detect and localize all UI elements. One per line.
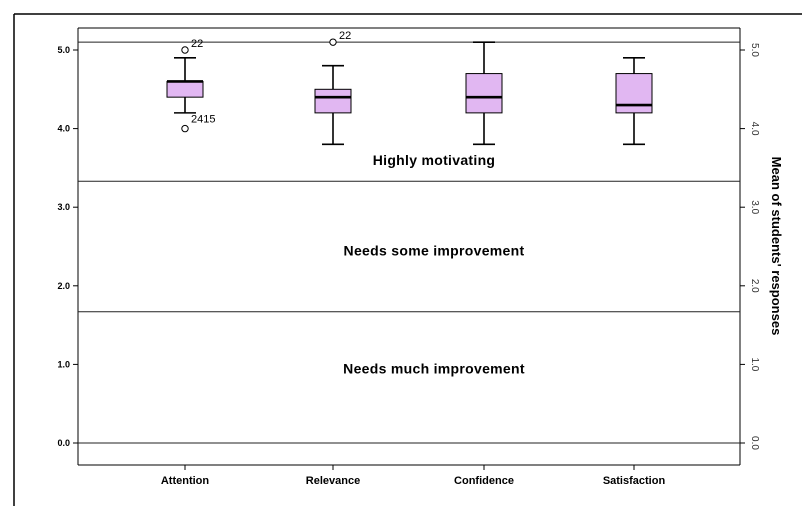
x-category-label: Relevance xyxy=(306,475,360,487)
right-y-tick-label: 5.0 xyxy=(749,43,760,57)
right-y-tick-label: 3.0 xyxy=(749,200,760,214)
box-iqr xyxy=(166,80,204,98)
zone-label: Needs some improvement xyxy=(344,242,525,258)
y-tick-label: 3.0 xyxy=(57,202,70,212)
right-y-axis: 0.0 1.0 2.0 3.0 4.0 5.0 xyxy=(740,43,760,450)
zone-label: Needs much improvement xyxy=(343,360,525,376)
outlier-point xyxy=(181,124,189,133)
x-category-label: Attention xyxy=(161,475,210,487)
outlier-label: 22 xyxy=(191,38,203,50)
box-iqr xyxy=(615,73,653,114)
box-attention: 22 2415 xyxy=(166,38,215,133)
right-y-tick-label: 4.0 xyxy=(749,122,760,136)
box-satisfaction xyxy=(615,57,653,146)
box-relevance: 22 xyxy=(314,30,352,146)
zone-labels: Highly motivating Needs some improvement N… xyxy=(343,152,525,376)
y-tick-label: 0.0 xyxy=(57,438,70,448)
outlier-point xyxy=(181,46,189,54)
zone-label: Highly motivating xyxy=(373,152,496,168)
right-y-tick-label: 1.0 xyxy=(749,357,760,371)
outlier-point xyxy=(329,38,337,46)
reference-lines xyxy=(78,41,740,444)
box-iqr xyxy=(465,73,503,114)
box-series: 22 2415 22 xyxy=(166,30,653,146)
right-y-tick-label: 0.0 xyxy=(749,436,760,450)
left-y-axis: 0.0 1.0 2.0 3.0 4.0 5.0 xyxy=(57,45,78,448)
box-iqr xyxy=(314,88,352,114)
right-y-tick-label: 2.0 xyxy=(749,279,760,293)
outlier-label: 2415 xyxy=(191,114,215,126)
x-category-label: Satisfaction xyxy=(603,475,666,487)
y-tick-label: 1.0 xyxy=(57,359,70,369)
x-category-label: Confidence xyxy=(454,475,514,487)
chart-frame xyxy=(13,13,802,506)
x-axis: Attention Relevance Confidence Satisfaction xyxy=(161,465,666,487)
y-tick-label: 2.0 xyxy=(57,281,70,291)
right-axis-title: Mean of students' responses xyxy=(769,157,784,336)
y-tick-label: 5.0 xyxy=(57,45,70,55)
y-tick-label: 4.0 xyxy=(57,124,70,134)
outlier-label: 22 xyxy=(339,30,351,42)
box-confidence xyxy=(465,41,503,146)
